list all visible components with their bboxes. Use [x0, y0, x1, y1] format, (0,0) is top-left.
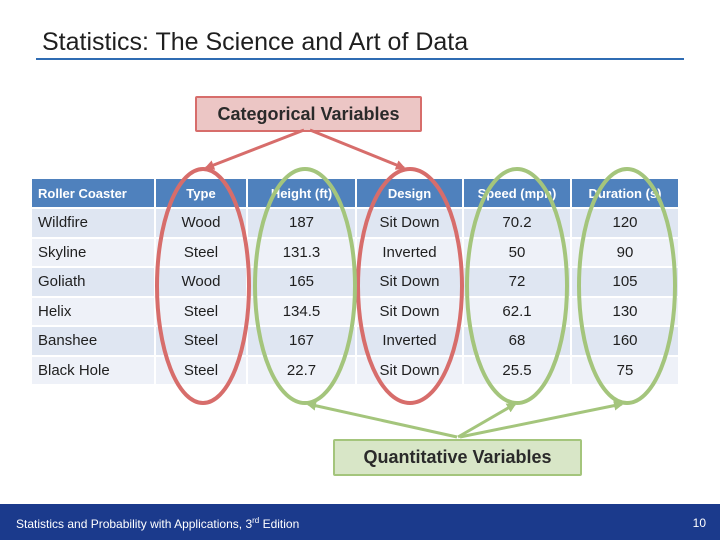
- slide-title: Statistics: The Science and Art of Data: [42, 28, 469, 56]
- table-cell: Steel: [156, 325, 248, 355]
- table-cell: 131.3: [248, 236, 357, 266]
- type-column-oval: [155, 167, 251, 405]
- table-row: Goliath Wood 165 Sit Down 72 105: [32, 266, 680, 296]
- footer-bar: Statistics and Probability with Applicat…: [0, 504, 720, 540]
- table-cell: 167: [248, 325, 357, 355]
- page-number: 10: [692, 516, 706, 530]
- table-row: Skyline Steel 131.3 Inverted 50 90: [32, 236, 680, 266]
- table-cell: Banshee: [32, 325, 156, 355]
- table-cell: Sit Down: [357, 207, 464, 237]
- roller-coaster-table: Roller Coaster Type Height (ft) Design S…: [32, 179, 680, 384]
- table-cell: 68: [464, 325, 572, 355]
- table-cell: 130: [572, 295, 680, 325]
- table-header-row: Roller Coaster Type Height (ft) Design S…: [32, 179, 680, 207]
- title-rule: [36, 58, 684, 60]
- table-cell: 72: [464, 266, 572, 296]
- categorical-arrows: [204, 128, 406, 170]
- height-column-oval: [253, 167, 357, 405]
- table-cell: 105: [572, 266, 680, 296]
- table-cell: 165: [248, 266, 357, 296]
- table-cell: 187: [248, 207, 357, 237]
- table-cell: Inverted: [357, 236, 464, 266]
- duration-column-oval: [577, 167, 677, 405]
- table-cell: 22.7: [248, 354, 357, 384]
- quantitative-oval-group: [253, 167, 677, 405]
- categorical-oval-group: [155, 167, 464, 405]
- footer-citation-superscript: rd: [252, 516, 260, 525]
- table-cell: Helix: [32, 295, 156, 325]
- categorical-variables-label: Categorical Variables: [195, 96, 422, 132]
- table-cell: Inverted: [357, 325, 464, 355]
- table-cell: Steel: [156, 295, 248, 325]
- footer-citation-suffix: Edition: [259, 517, 300, 531]
- design-column-oval: [356, 167, 464, 405]
- footer-citation-main: Statistics and Probability with Applicat…: [16, 517, 253, 531]
- speed-column-oval: [465, 167, 569, 405]
- arrow-to-speed: [457, 402, 517, 439]
- arrow-to-duration: [459, 400, 624, 439]
- table-cell: Steel: [156, 236, 248, 266]
- footer-citation: Statistics and Probability with Applicat…: [16, 516, 299, 531]
- table-cell: Sit Down: [357, 295, 464, 325]
- column-header: Roller Coaster: [32, 179, 156, 207]
- table-cell: Skyline: [32, 236, 156, 266]
- column-header: Height (ft): [248, 179, 357, 207]
- table-cell: Sit Down: [357, 266, 464, 296]
- table-row: Helix Steel 134.5 Sit Down 62.1 130: [32, 295, 680, 325]
- table-cell: Goliath: [32, 266, 156, 296]
- table-cell: 50: [464, 236, 572, 266]
- table-cell: 90: [572, 236, 680, 266]
- table-cell: Wood: [156, 207, 248, 237]
- arrow-to-design: [309, 128, 406, 170]
- quantitative-arrows: [306, 400, 624, 439]
- table-cell: Black Hole: [32, 354, 156, 384]
- table-cell: 62.1: [464, 295, 572, 325]
- quantitative-variables-label: Quantitative Variables: [333, 439, 582, 476]
- arrow-to-height: [306, 400, 458, 439]
- table-cell: 160: [572, 325, 680, 355]
- table-cell: Wildfire: [32, 207, 156, 237]
- arrow-to-type: [204, 128, 305, 170]
- table-row: Wildfire Wood 187 Sit Down 70.2 120: [32, 207, 680, 237]
- table-row: Banshee Steel 167 Inverted 68 160: [32, 325, 680, 355]
